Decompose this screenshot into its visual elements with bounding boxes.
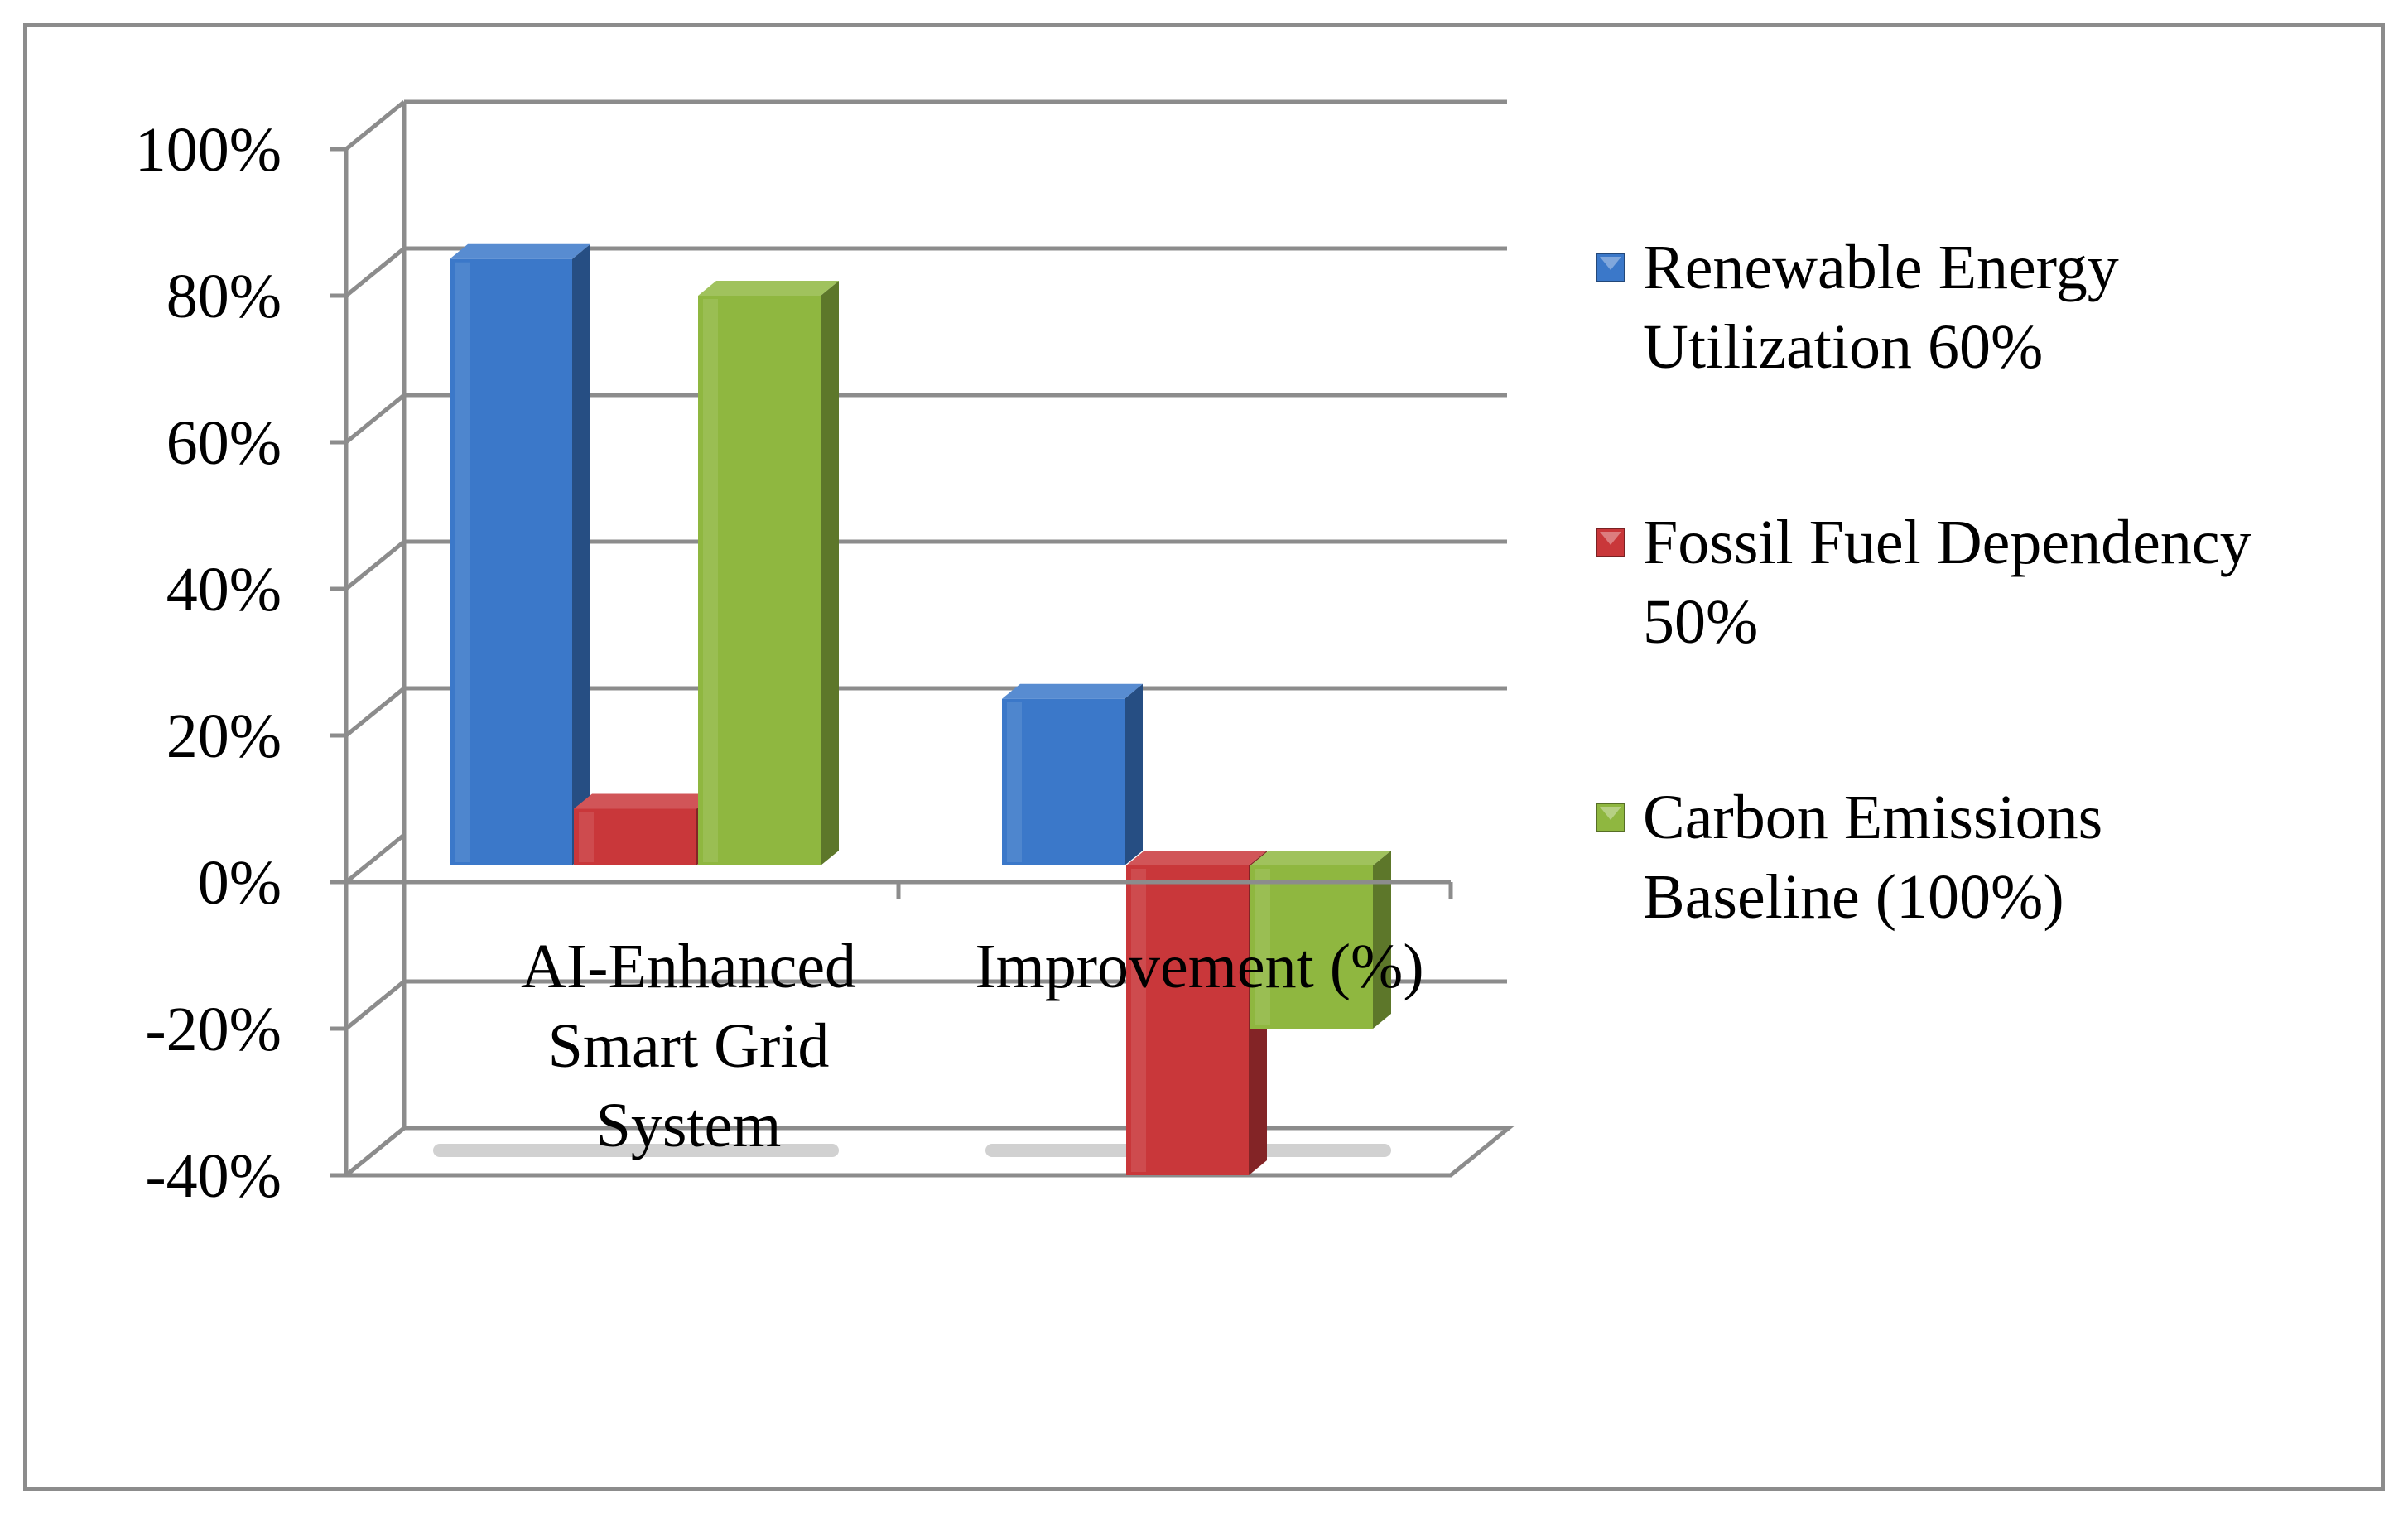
bar	[1126, 851, 1267, 1175]
side-wall	[344, 102, 407, 1177]
legend-label: Renewable Energy	[1643, 233, 2119, 302]
y-tick-label: 20%	[166, 702, 282, 771]
legend-label: 50%	[1643, 587, 1758, 657]
x-category-label: Smart Grid	[548, 1011, 830, 1081]
chart-frame	[23, 23, 2385, 1491]
legend: Renewable Energy Utilization 60% Fossil Fu…	[1596, 233, 2251, 932]
gridline	[344, 833, 406, 884]
legend-item: Carbon Emissions Baseline (100%)	[1596, 783, 2102, 932]
floor	[346, 1126, 1515, 1178]
y-tick-label: 100%	[135, 115, 282, 185]
y-tick-label: 40%	[166, 555, 282, 624]
bar	[574, 793, 715, 865]
bar-shadows	[433, 1144, 1391, 1157]
y-tick-label: -20%	[145, 995, 282, 1064]
legend-label: Utilization 60%	[1643, 312, 2043, 382]
y-axis-tick-labels: -40% -20% 0% 20% 40% 60% 80% 100%	[135, 115, 282, 1211]
y-tick-label: -40%	[145, 1141, 282, 1211]
gridline	[344, 1126, 406, 1177]
bars	[450, 243, 1391, 1175]
bar	[698, 281, 839, 865]
bar-shadow	[433, 1144, 839, 1157]
legend-item: Fossil Fuel Dependency 50%	[1596, 508, 2251, 657]
axes	[330, 147, 1453, 1178]
bar	[450, 243, 590, 865]
legend-label: Baseline (100%)	[1643, 862, 2064, 932]
legend-label: Carbon Emissions	[1643, 783, 2102, 852]
y-tick-label: 60%	[166, 408, 282, 478]
legend-label: Fossil Fuel Dependency	[1643, 508, 2251, 577]
bar	[1250, 851, 1391, 1029]
bar	[1002, 683, 1143, 865]
y-tick-label: 80%	[166, 262, 282, 331]
y-tick-label: 0%	[198, 848, 282, 918]
x-category-label: Improvement (%)	[975, 932, 1423, 1001]
gridline	[344, 99, 1507, 151]
x-axis-category-labels: AI-Enhanced Smart Grid System Improvement (…	[521, 932, 1424, 1160]
legend-item: Renewable Energy Utilization 60%	[1596, 233, 2119, 382]
x-category-label: System	[596, 1091, 782, 1160]
x-category-label: AI-Enhanced	[521, 932, 856, 1001]
